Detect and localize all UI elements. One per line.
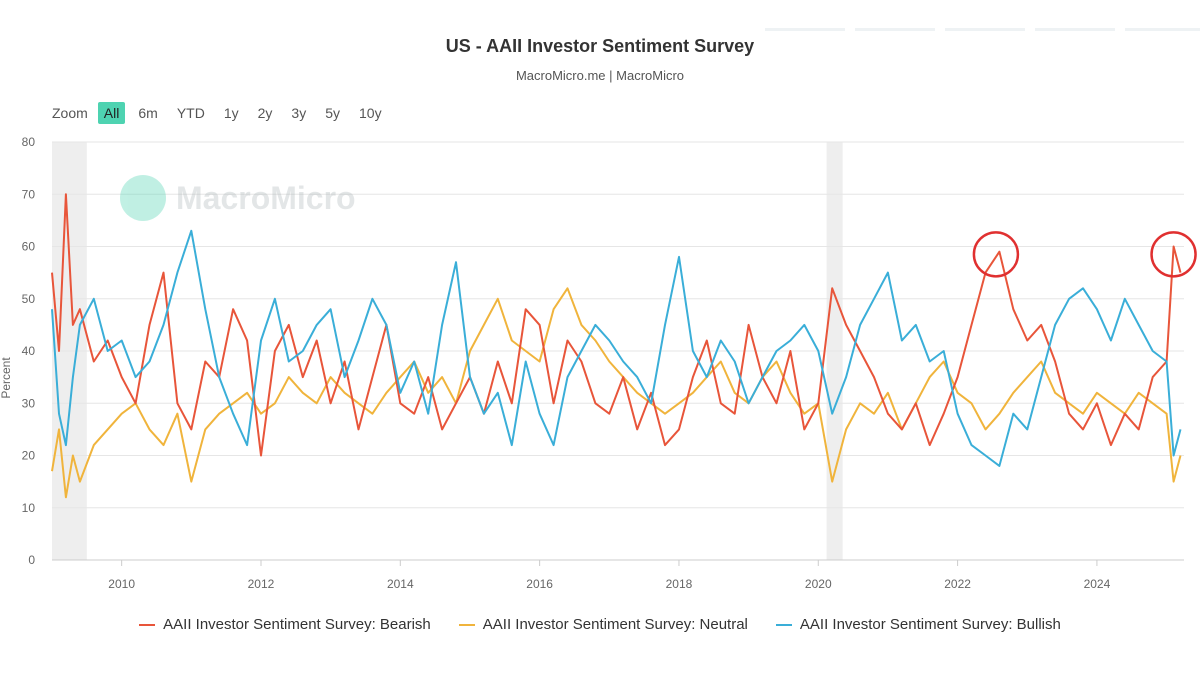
legend-item-bullish[interactable]: AAII Investor Sentiment Survey: Bullish: [775, 616, 1061, 633]
x-tick-label: 2012: [248, 577, 275, 591]
y-axis: 0 10 20 30 40 50 60 70 80: [22, 135, 36, 567]
annotation-circle: [972, 231, 1020, 278]
series-lines: [51, 193, 1182, 499]
legend: AAII Investor Sentiment Survey: Bearish …: [0, 616, 1200, 633]
watermark-text: MacroMicro: [176, 179, 356, 216]
chart-subtitle: MacroMicro.me | MacroMicro: [515, 68, 685, 83]
x-tick-label: 2022: [944, 577, 971, 591]
top-tab[interactable]: [1125, 28, 1200, 31]
legend-swatch-bearish: [139, 623, 156, 626]
top-tab[interactable]: [1035, 28, 1115, 31]
watermark: MacroMicro: [120, 175, 356, 221]
x-tick-label: 2018: [666, 577, 693, 591]
top-tab[interactable]: [945, 28, 1025, 31]
top-tab[interactable]: [765, 28, 845, 31]
legend-swatch-neutral: [458, 623, 475, 626]
y-tick-label: 50: [22, 292, 36, 306]
chart-title: US - AAII Investor Sentiment Survey: [445, 36, 755, 56]
zoom-option-ytd[interactable]: YTD: [176, 105, 205, 121]
y-tick-label: 80: [22, 135, 36, 149]
y-axis-label: Percent: [0, 357, 13, 399]
legend-item-bearish[interactable]: AAII Investor Sentiment Survey: Bearish: [139, 616, 431, 633]
legend-swatch-bullish: [775, 623, 792, 626]
y-tick-label: 60: [22, 240, 36, 254]
annotation-circle: [1150, 231, 1197, 278]
x-tick-label: 2020: [805, 577, 832, 591]
zoom-option-2y[interactable]: 2y: [257, 105, 273, 121]
legend-label-bullish: AAII Investor Sentiment Survey: Bullish: [799, 616, 1061, 633]
y-tick-label: 10: [22, 501, 36, 515]
zoom-option-3y[interactable]: 3y: [291, 105, 307, 121]
y-tick-label: 30: [22, 396, 36, 410]
x-tick-label: 2024: [1084, 577, 1111, 591]
zoom-label: Zoom: [52, 105, 88, 121]
series-line-bearish: [51, 193, 1182, 457]
y-tick-label: 40: [22, 344, 36, 358]
zoom-bar: Zoom All 6m YTD 1y 2y 3y 5y 10y: [52, 102, 393, 124]
y-tick-label: 20: [22, 449, 36, 463]
series-line-bullish: [51, 229, 1182, 467]
x-tick-label: 2014: [387, 577, 414, 591]
zoom-option-10y[interactable]: 10y: [359, 105, 382, 121]
zoom-option-1y[interactable]: 1y: [223, 105, 239, 121]
x-axis: 2010 2012 2014 2016 2018 2020 2022 2024: [52, 559, 1184, 591]
legend-label-neutral: AAII Investor Sentiment Survey: Neutral: [482, 616, 748, 633]
zoom-option-5y[interactable]: 5y: [325, 105, 340, 121]
legend-item-neutral[interactable]: AAII Investor Sentiment Survey: Neutral: [458, 616, 748, 633]
y-tick-label: 70: [22, 187, 36, 201]
zoom-option-all[interactable]: All: [97, 102, 126, 124]
legend-label-bearish: AAII Investor Sentiment Survey: Bearish: [163, 616, 431, 633]
top-tab[interactable]: [855, 28, 935, 31]
annotation-circles: [972, 231, 1197, 278]
x-tick-label: 2010: [108, 577, 135, 591]
zoom-option-6m[interactable]: 6m: [138, 105, 158, 121]
x-tick-label: 2016: [526, 577, 553, 591]
macromicro-logo-icon: [120, 175, 166, 221]
top-tab-strip: [765, 28, 1200, 31]
y-tick-label: 0: [28, 553, 35, 567]
series-line-neutral: [51, 287, 1182, 499]
